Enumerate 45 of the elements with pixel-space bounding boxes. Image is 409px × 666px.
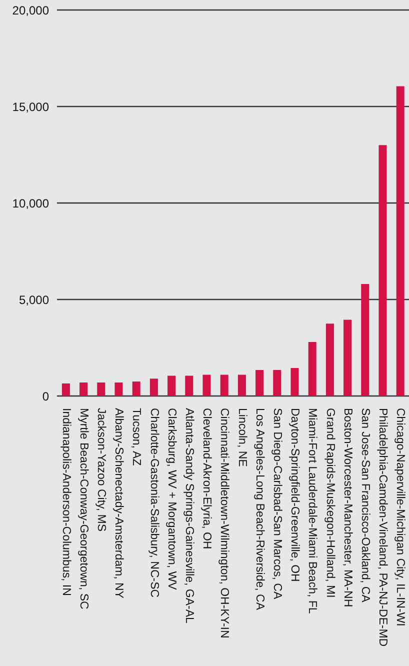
x-tick-label: San Diego-Carlsbad-San Marcos, CA — [271, 408, 283, 600]
bar — [62, 383, 70, 396]
bar — [378, 145, 387, 396]
x-tick-label: Albany-Schenectady-Amsterdam, NY — [112, 408, 125, 599]
y-tick-label: 15,000 — [12, 100, 50, 114]
x-tick-label: San Jose-San Francisco-Oakland, CA — [359, 408, 371, 603]
bar — [114, 382, 123, 396]
x-tick-label: Tucson, AZ — [130, 408, 142, 466]
bar — [132, 382, 140, 396]
x-tick-label: Dayton-Springfield-Greenville, OH — [288, 408, 301, 582]
bar — [361, 284, 370, 396]
x-tick-label: Philadelphia-Camden-Vineland, PA-NJ-DE-MD — [376, 408, 389, 647]
x-tick-label: Cincinnati-Middletown-Wilmington, OH-KY-IN — [218, 408, 230, 638]
bar — [185, 376, 194, 396]
bar — [273, 370, 282, 396]
y-tick-label: 10,000 — [12, 196, 50, 210]
y-tick-label: 5,000 — [18, 292, 50, 307]
x-tick-label: Lincoln, NE — [236, 408, 248, 468]
bar — [326, 324, 334, 396]
bar — [97, 382, 106, 396]
bar — [396, 86, 404, 396]
bar — [344, 320, 352, 396]
bar — [80, 382, 88, 396]
x-tick-label: Clarksburg, WV + Morgantown, WV — [165, 408, 178, 590]
x-tick-label: Boston-Worcester-Manchester, MA-NH — [341, 408, 354, 608]
x-tick-label: Chicago-Naperville-Michigan City, IL-IN-WI — [394, 408, 406, 626]
x-tick-label: Miami-Fort Lauderdale-Miami Beach, FL — [306, 408, 318, 614]
x-tick-label: Jackson-Yazoo City, MS — [95, 408, 107, 532]
x-tick-label: Charlotte-Gastonia-Salisbury, NC-SC — [148, 408, 160, 598]
x-tick-label: Grand Rapids-Muskegon-Holland, MI — [324, 408, 336, 598]
bar — [202, 374, 211, 396]
y-tick-label: 20,000 — [12, 3, 50, 18]
bar — [256, 370, 264, 396]
x-tick-label: Cleveland-Akron-Elyria, OH — [200, 408, 213, 550]
x-tick-label: Los Angeles-Long Beach-Riverside, CA — [253, 408, 266, 610]
bar — [150, 378, 158, 396]
bar — [238, 374, 246, 396]
bar — [308, 342, 316, 396]
bar — [168, 376, 176, 396]
x-tick-label: Indianapolis-Anderson-Columbus, IN — [60, 408, 72, 596]
bar — [220, 374, 228, 396]
y-tick-label: 0 — [42, 389, 50, 404]
x-tick-label: Atlanta-Sandy Springs-Gainesville, GA-AL — [183, 408, 195, 624]
bar — [290, 368, 299, 396]
x-tick-label: Myrtle Beach-Conway-Georgetown, SC — [77, 408, 90, 610]
